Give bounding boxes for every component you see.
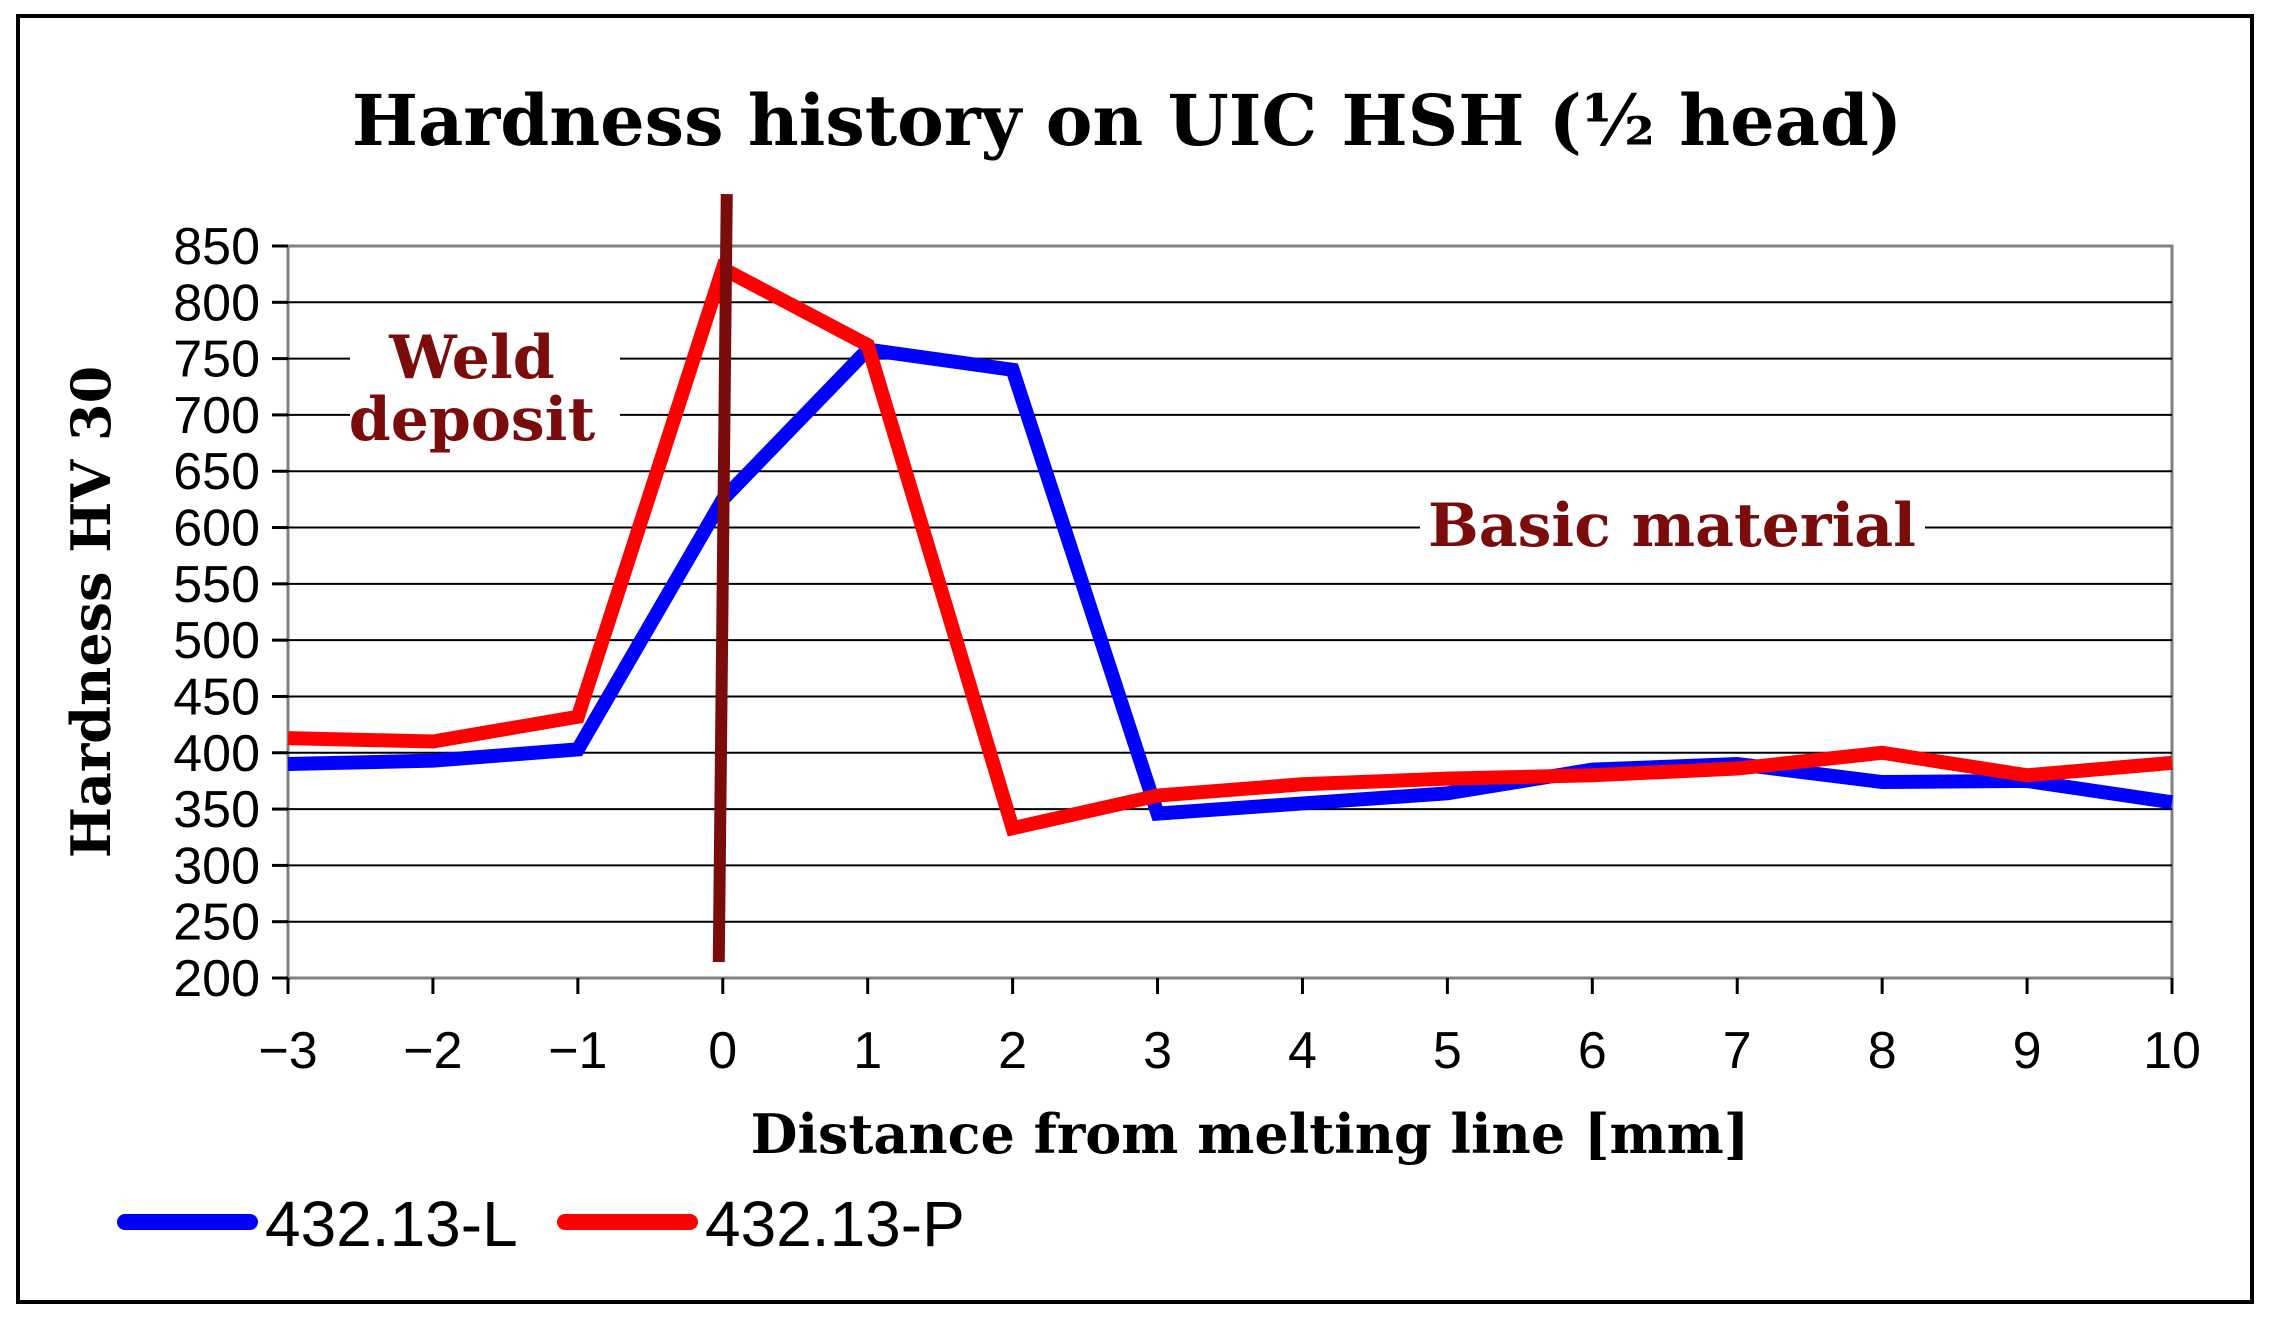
x-tick-label: −1 xyxy=(548,1022,607,1080)
y-tick-label: 200 xyxy=(173,950,260,1008)
x-tick-label: 6 xyxy=(1578,1022,1607,1080)
legend-label-432.13-P: 432.13-P xyxy=(705,1188,965,1260)
annotation-deposit: deposit xyxy=(349,385,596,455)
plot-area xyxy=(286,244,2174,980)
y-tick-label: 700 xyxy=(173,387,260,445)
y-axis-title: Hardness HV 30 xyxy=(59,366,123,858)
series-line-432.13-P xyxy=(287,258,2173,837)
x-tick-label: 8 xyxy=(1868,1022,1897,1080)
x-tick-label: 3 xyxy=(1143,1022,1172,1080)
x-axis-title: Distance from melting line [mm] xyxy=(751,1102,1750,1166)
x-tick-label: 10 xyxy=(2143,1022,2201,1080)
series-lines xyxy=(287,258,2174,837)
annotation-background xyxy=(1420,490,1925,570)
x-tick-label: 2 xyxy=(998,1022,1027,1080)
y-tick-label: 650 xyxy=(173,443,260,501)
chart-title: Hardness history on UIC HSH (½ head) xyxy=(352,79,1902,162)
y-tick-label: 600 xyxy=(173,500,260,558)
y-axis: 2002503003504004505005506006507007508008… xyxy=(173,218,288,1008)
annotation-basic-material: Basic material xyxy=(1428,491,1916,561)
x-tick-label: −2 xyxy=(403,1022,462,1080)
y-tick-label: 550 xyxy=(173,556,260,614)
y-tick-label: 750 xyxy=(173,331,260,389)
annotation-weld: Weld xyxy=(388,323,554,393)
y-tick-label: 450 xyxy=(173,668,260,726)
y-tick-label: 250 xyxy=(173,894,260,952)
x-axis: −3 −2 −1 0 1 2 3 4 5 6 7 8 9 10 xyxy=(258,978,2201,1080)
legend: 432.13-L 432.13-P xyxy=(117,1188,965,1260)
annotation-background xyxy=(350,320,620,460)
y-tick-label: 500 xyxy=(173,612,260,670)
melting-line xyxy=(712,193,733,963)
x-tick-label: −3 xyxy=(258,1022,317,1080)
y-tick-label: 350 xyxy=(173,781,260,839)
x-tick-label: 0 xyxy=(708,1022,737,1080)
x-tick-label: 7 xyxy=(1723,1022,1752,1080)
y-tick-label: 300 xyxy=(173,837,260,895)
x-tick-label: 9 xyxy=(2013,1022,2042,1080)
y-tick-label: 400 xyxy=(173,725,260,783)
series-line-432.13-L xyxy=(287,342,2174,821)
x-tick-label: 4 xyxy=(1288,1022,1317,1080)
y-tick-label: 800 xyxy=(173,274,260,332)
x-tick-label: 5 xyxy=(1433,1022,1462,1080)
chart-frame xyxy=(16,14,2254,1304)
melting-line-layer xyxy=(712,193,733,963)
y-tick-label: 850 xyxy=(173,218,260,276)
x-tick-label: 1 xyxy=(853,1022,882,1080)
legend-label-432.13-L: 432.13-L xyxy=(265,1188,518,1260)
